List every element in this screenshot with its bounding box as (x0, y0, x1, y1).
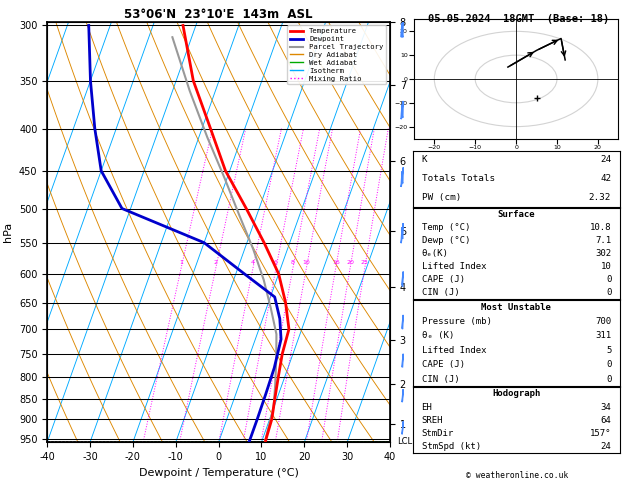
Polygon shape (402, 272, 403, 287)
Text: 20: 20 (346, 260, 354, 265)
Text: 700: 700 (595, 317, 611, 326)
Text: Lifted Index: Lifted Index (421, 262, 486, 271)
Polygon shape (401, 23, 402, 37)
Text: 2.32: 2.32 (589, 193, 611, 202)
Polygon shape (402, 315, 403, 329)
Polygon shape (401, 227, 402, 243)
Text: 25: 25 (361, 260, 369, 265)
Text: 4: 4 (251, 260, 255, 265)
Text: Pressure (mb): Pressure (mb) (421, 317, 491, 326)
X-axis label: Dewpoint / Temperature (°C): Dewpoint / Temperature (°C) (138, 468, 299, 478)
Text: 0: 0 (606, 375, 611, 383)
Polygon shape (401, 104, 402, 119)
Text: Surface: Surface (498, 209, 535, 219)
Text: θₑ(K): θₑ(K) (421, 249, 448, 258)
Text: 5: 5 (606, 346, 611, 355)
Polygon shape (402, 20, 403, 37)
Text: SREH: SREH (421, 416, 443, 425)
Text: θₑ (K): θₑ (K) (421, 331, 454, 340)
Text: 10: 10 (601, 262, 611, 271)
Text: PW (cm): PW (cm) (421, 193, 461, 202)
Text: Dewp (°C): Dewp (°C) (421, 236, 470, 244)
Text: Temp (°C): Temp (°C) (421, 223, 470, 232)
Polygon shape (402, 421, 403, 434)
Text: 0: 0 (606, 275, 611, 284)
Title: 53°06'N  23°10'E  143m  ASL: 53°06'N 23°10'E 143m ASL (125, 8, 313, 21)
Text: © weatheronline.co.uk: © weatheronline.co.uk (466, 471, 568, 480)
Text: 24: 24 (601, 442, 611, 451)
Legend: Temperature, Dewpoint, Parcel Trajectory, Dry Adiabat, Wet Adiabat, Isotherm, Mi: Temperature, Dewpoint, Parcel Trajectory… (287, 25, 386, 85)
Text: 0: 0 (606, 360, 611, 369)
Text: 34: 34 (601, 402, 611, 412)
Text: CIN (J): CIN (J) (421, 375, 459, 383)
Text: StmDir: StmDir (421, 429, 454, 438)
Text: 7.1: 7.1 (595, 236, 611, 244)
Text: StmSpd (kt): StmSpd (kt) (421, 442, 481, 451)
Text: 6: 6 (274, 260, 278, 265)
Text: 24: 24 (600, 156, 611, 164)
Text: CAPE (J): CAPE (J) (421, 275, 464, 284)
Text: 8: 8 (291, 260, 295, 265)
Text: CIN (J): CIN (J) (421, 288, 459, 297)
Text: 2: 2 (214, 260, 218, 265)
Polygon shape (401, 171, 402, 187)
Text: 1: 1 (179, 260, 183, 265)
Text: Most Unstable: Most Unstable (481, 303, 552, 312)
Text: 0: 0 (606, 288, 611, 297)
Polygon shape (402, 354, 403, 367)
Text: Totals Totals: Totals Totals (421, 174, 494, 183)
Text: K: K (421, 156, 427, 164)
X-axis label: kt: kt (512, 151, 520, 160)
Text: Hodograph: Hodograph (493, 389, 540, 399)
Polygon shape (402, 442, 403, 454)
Text: Lifted Index: Lifted Index (421, 346, 486, 355)
Text: 157°: 157° (590, 429, 611, 438)
Y-axis label: km
ASL: km ASL (422, 221, 440, 243)
Polygon shape (402, 389, 403, 402)
Polygon shape (402, 101, 403, 118)
Text: 16: 16 (332, 260, 340, 265)
Text: 64: 64 (601, 416, 611, 425)
Text: 42: 42 (600, 174, 611, 183)
Text: 302: 302 (595, 249, 611, 258)
Text: EH: EH (421, 402, 432, 412)
Polygon shape (402, 167, 403, 183)
Text: 10.8: 10.8 (590, 223, 611, 232)
Polygon shape (402, 223, 403, 239)
Y-axis label: hPa: hPa (3, 222, 13, 242)
Text: CAPE (J): CAPE (J) (421, 360, 464, 369)
Text: 05.05.2024  18GMT  (Base: 18): 05.05.2024 18GMT (Base: 18) (428, 14, 610, 24)
Text: 10: 10 (303, 260, 310, 265)
Text: LCL: LCL (397, 436, 412, 446)
Text: 311: 311 (595, 331, 611, 340)
